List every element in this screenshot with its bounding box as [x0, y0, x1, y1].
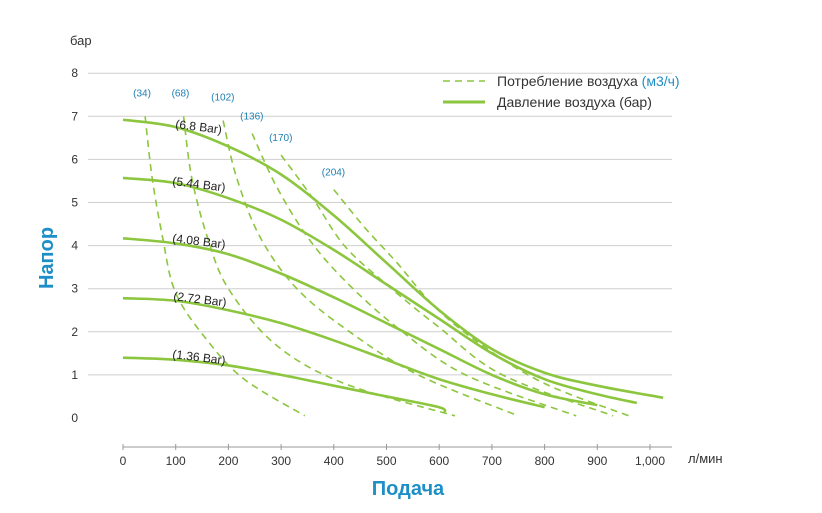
air-pressure-line [122, 356, 447, 414]
legend-air-pressure: Давление воздуха (бар) [497, 94, 652, 110]
x-tick-label: 1,000 [635, 454, 665, 468]
y-tick-label: 0 [71, 411, 78, 425]
air-consumption-label: (204) [322, 168, 345, 179]
legend: Потребление воздуха (м3/ч) Давление возд… [443, 73, 680, 110]
air-pressure-line [122, 296, 545, 409]
x-unit: л/мин [688, 451, 723, 466]
y-axis-title: Напор [36, 227, 58, 289]
y-tick-label: 5 [71, 196, 78, 210]
pressure-label: (2.72 Bar) [173, 289, 228, 309]
x-tick-label: 900 [587, 454, 607, 468]
x-tick-label: 500 [376, 454, 396, 468]
y-tick-label: 7 [71, 109, 78, 123]
y-tick-label: 4 [71, 239, 78, 253]
x-tick-label: 100 [166, 454, 186, 468]
y-tick-label: 3 [71, 282, 78, 296]
air-consumption-line [222, 120, 519, 417]
y-tick-label: 8 [71, 66, 78, 80]
air-consumption-label: (136) [240, 112, 263, 123]
pressure-label: (1.36 Bar) [172, 347, 227, 367]
y-tick-label: 6 [71, 152, 78, 166]
x-tick-label: 700 [482, 454, 502, 468]
air-pressure-line [122, 118, 664, 400]
air-consumption-label: (34) [133, 88, 151, 99]
air-consumption-line [182, 116, 456, 417]
pressure-label: (6.8 Bar) [175, 117, 223, 137]
air-pressure-line [122, 236, 598, 407]
legend-air-consumption: Потребление воздуха (м3/ч) [497, 73, 680, 89]
air-consumption-line [144, 116, 306, 417]
x-tick-label: 400 [324, 454, 344, 468]
y-tick-label: 1 [71, 368, 78, 382]
y-tick-label: 2 [71, 325, 78, 339]
x-tick-label: 300 [271, 454, 291, 468]
x-axis-title: Подача [372, 478, 445, 500]
x-tick-label: 800 [535, 454, 555, 468]
air-pressure-line [122, 176, 638, 405]
air-consumption-label: (170) [269, 133, 292, 144]
air-consumption-line [251, 133, 577, 417]
air-consumption-label: (102) [211, 93, 234, 104]
x-tick-label: 200 [218, 454, 238, 468]
x-tick-label: 600 [429, 454, 449, 468]
air-consumption-label: (68) [172, 88, 190, 99]
air-consumption-line [280, 154, 614, 417]
pressure-label: (5.44 Bar) [172, 174, 227, 194]
pressure-label: (4.08 Bar) [172, 231, 227, 251]
y-unit: бар [70, 33, 92, 48]
x-tick-label: 0 [120, 454, 127, 468]
